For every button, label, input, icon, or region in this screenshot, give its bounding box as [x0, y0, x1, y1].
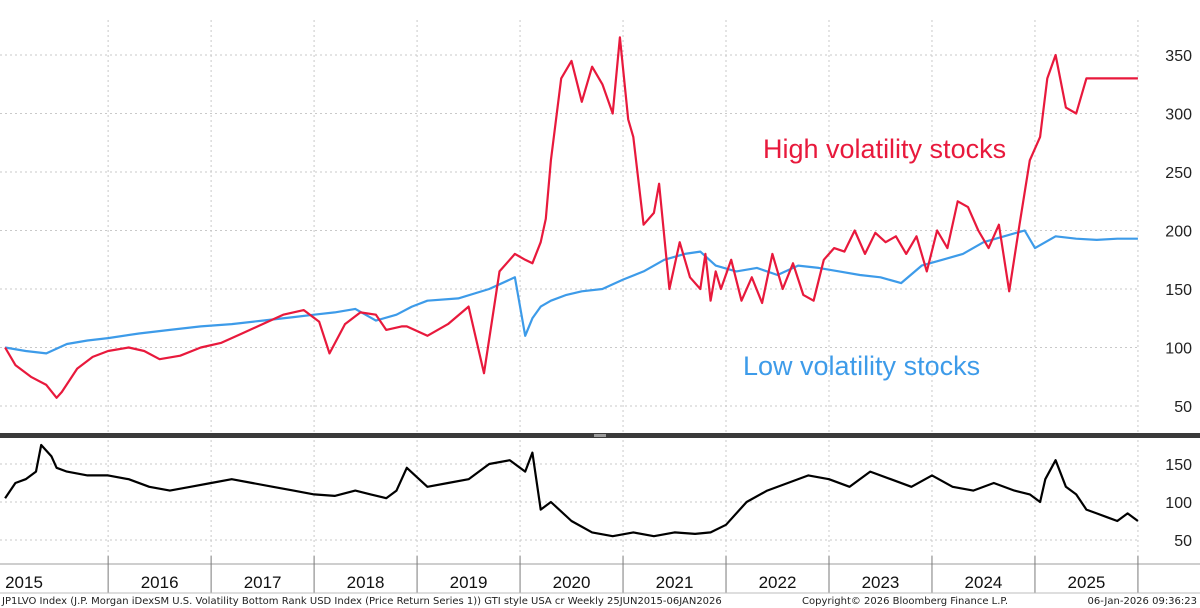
- x-tick-2024: 2024: [965, 573, 1003, 592]
- top-panel-y-axis: 50 100 150 200 250 300 350: [1165, 48, 1192, 416]
- x-tick-2025: 2025: [1068, 573, 1106, 592]
- series-high-volatility-stocks: [4, 36, 1138, 399]
- footer-description: JP1LVO Index (J.P. Morgan iDexSM U.S. Vo…: [1, 596, 722, 607]
- low-volatility-label: Low volatility stocks: [743, 351, 980, 381]
- y-tick-300: 300: [1165, 107, 1192, 124]
- series-low-volatility-stocks: [4, 229, 1138, 355]
- footer-copyright: Copyright© 2026 Bloomberg Finance L.P.: [802, 596, 1008, 607]
- x-tick-2019: 2019: [450, 573, 488, 592]
- bottom-panel-grid: [0, 463, 1140, 541]
- x-tick-2022: 2022: [759, 573, 797, 592]
- footer-timestamp: 06-Jan-2026 09:36:23: [1088, 596, 1197, 607]
- series-ratio: [4, 443, 1139, 538]
- y-tick-200: 200: [1165, 224, 1192, 241]
- x-axis-year-labels: 2015 2016 2017 2018 2019 2020 2021 2022 2023 2024…: [5, 556, 1139, 593]
- top-panel-series: [4, 36, 1138, 399]
- y-tick-bottom-150: 150: [1165, 457, 1192, 474]
- y-tick-50: 50: [1174, 399, 1192, 416]
- bottom-panel-series: [4, 443, 1139, 538]
- y-tick-bottom-50: 50: [1174, 533, 1192, 550]
- x-tick-2023: 2023: [862, 573, 900, 592]
- y-tick-100: 100: [1165, 341, 1192, 358]
- year-gridlines: [107, 20, 1139, 556]
- top-panel-grid: [0, 54, 1140, 407]
- bottom-panel-y-axis: 50 100 150: [1165, 457, 1192, 550]
- y-tick-350: 350: [1165, 48, 1192, 65]
- x-tick-2017: 2017: [244, 573, 282, 592]
- y-tick-bottom-100: 100: [1165, 495, 1192, 512]
- x-tick-2015: 2015: [5, 573, 43, 592]
- x-tick-2016: 2016: [141, 573, 179, 592]
- panel-resize-handle[interactable]: [594, 434, 606, 437]
- x-tick-2020: 2020: [553, 573, 591, 592]
- y-tick-150: 150: [1165, 282, 1192, 299]
- high-volatility-label: High volatility stocks: [763, 134, 1006, 164]
- y-tick-250: 250: [1165, 165, 1192, 182]
- x-tick-2018: 2018: [347, 573, 385, 592]
- x-tick-2021: 2021: [656, 573, 694, 592]
